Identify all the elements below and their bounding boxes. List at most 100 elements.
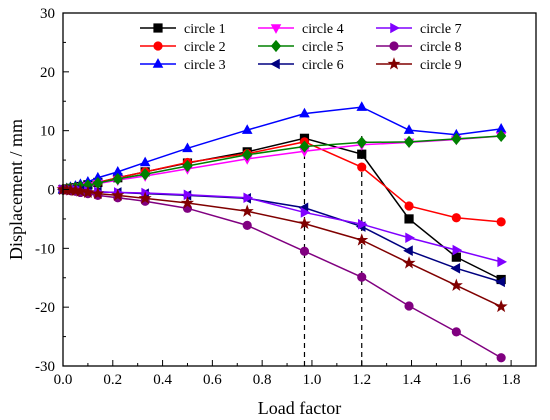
data-point-circle-5 [451, 132, 462, 145]
legend-item-circle-7: circle 7 [376, 22, 462, 37]
data-point-circle-8 [496, 353, 506, 363]
y-tick-label: 0 [48, 183, 56, 199]
legend-swatch-marker [153, 23, 163, 33]
x-tick-label: 1.4 [402, 372, 421, 388]
legend-swatch-marker [270, 39, 282, 53]
data-point-circle-5 [403, 135, 415, 148]
series-circle-2 [58, 137, 506, 227]
data-point-circle-3 [182, 142, 193, 153]
legend-swatch-marker [152, 58, 164, 68]
legend-item-circle-5: circle 5 [258, 39, 344, 55]
series-line-circle-1 [62, 137, 502, 281]
data-point-circle-5 [496, 129, 507, 143]
data-point-circle-9 [494, 299, 508, 313]
x-tick-label: 1.0 [303, 372, 322, 388]
x-tick-label: 0.0 [54, 372, 73, 388]
data-point-circle-9 [297, 216, 311, 230]
series-circle-7 [59, 184, 508, 268]
legend-label: circle 5 [302, 40, 344, 55]
legend-swatch-marker [390, 22, 400, 34]
data-point-circle-6 [403, 245, 413, 256]
legend-item-circle-9: circle 9 [376, 57, 462, 73]
series-line-circle-6 [62, 188, 502, 283]
series-circle-5 [57, 129, 507, 196]
legend: circle 1 circle 2 circle 3 circle 4 circle 5… [140, 22, 462, 73]
data-point-circle-5 [112, 172, 123, 185]
data-point-circle-2 [496, 217, 506, 227]
legend-item-circle-2: circle 2 [140, 40, 226, 55]
legend-label: circle 1 [184, 22, 226, 37]
data-point-circle-3 [241, 124, 253, 134]
y-axis-label: Displacement / mm [6, 119, 26, 260]
y-tick-label: -20 [35, 300, 55, 316]
data-point-circle-7 [452, 244, 463, 256]
data-point-circle-5 [242, 148, 253, 161]
x-tick-label: 0.2 [103, 372, 122, 388]
legend-label: circle 3 [184, 58, 226, 73]
legend-item-circle-8: circle 8 [376, 40, 462, 55]
legend-label: circle 6 [302, 58, 344, 73]
legend-item-circle-3: circle 3 [140, 58, 226, 73]
data-point-circle-7 [497, 256, 508, 268]
data-point-circle-7 [405, 232, 415, 244]
series-circle-9 [56, 182, 508, 313]
x-axis-label: Load factor [258, 398, 341, 418]
legend-label: circle 2 [184, 40, 226, 55]
reference-lines [303, 133, 363, 366]
y-tick-label: 10 [40, 124, 55, 140]
axis-ticks: 0.0 0.2 0.4 0.6 0.8 1.0 1.2 1.4 1.6 1.8 -30 -20 -10 0… [35, 6, 537, 388]
legend-swatch-marker [270, 58, 280, 70]
data-point-circle-9 [355, 233, 369, 246]
data-point-circle-5 [299, 140, 310, 153]
data-point-circle-3 [139, 156, 151, 167]
data-point-circle-5 [182, 159, 193, 173]
data-point-circle-9 [91, 186, 105, 200]
legend-swatch-marker [270, 24, 282, 34]
y-tick-label: 20 [40, 65, 55, 81]
legend-label: circle 4 [302, 22, 344, 37]
data-point-circle-1 [357, 149, 367, 159]
data-point-circle-9 [402, 256, 416, 269]
legend-label: circle 7 [420, 22, 462, 37]
legend-label: circle 8 [420, 40, 462, 55]
data-point-circle-6 [495, 276, 505, 288]
data-point-circle-7 [183, 189, 194, 201]
plot-frame [62, 12, 537, 367]
series-circle-8 [58, 184, 506, 363]
data-point-circle-3 [299, 107, 310, 118]
data-point-circle-2 [357, 162, 367, 172]
data-point-circle-8 [242, 220, 252, 230]
legend-swatch-marker [387, 57, 401, 70]
x-tick-label: 0.4 [153, 372, 172, 388]
data-point-circle-8 [451, 327, 461, 337]
data-point-circle-5 [356, 136, 367, 149]
data-point-circle-7 [357, 218, 368, 230]
data-point-circle-8 [357, 272, 367, 282]
y-tick-label: -10 [35, 241, 55, 257]
legend-item-circle-4: circle 4 [258, 22, 344, 37]
legend-item-circle-6: circle 6 [258, 58, 344, 73]
data-point-circle-3 [403, 124, 415, 134]
data-point-circle-2 [451, 213, 461, 223]
legend-swatch-marker [389, 41, 399, 51]
data-point-circle-1 [404, 214, 414, 224]
data-point-circle-6 [450, 263, 461, 274]
data-point-circle-2 [404, 201, 414, 211]
data-point-circle-9 [73, 184, 87, 197]
legend-swatch-marker [153, 41, 163, 51]
series-line-circle-8 [62, 188, 502, 359]
data-point-circle-9 [180, 196, 194, 209]
x-tick-label: 1.8 [502, 372, 521, 388]
data-point-circle-7 [243, 192, 254, 204]
data-point-circle-5 [140, 168, 151, 181]
x-tick-label: 0.6 [203, 372, 222, 388]
data-point-circle-9 [111, 188, 125, 201]
legend-item-circle-1: circle 1 [140, 22, 226, 37]
series-line-circle-7 [62, 188, 502, 263]
data-point-circle-9 [81, 185, 95, 198]
legend-label: circle 9 [420, 58, 462, 73]
data-point-circle-9 [240, 204, 254, 217]
series-circle-6 [57, 184, 505, 288]
data-point-circle-7 [300, 207, 311, 218]
